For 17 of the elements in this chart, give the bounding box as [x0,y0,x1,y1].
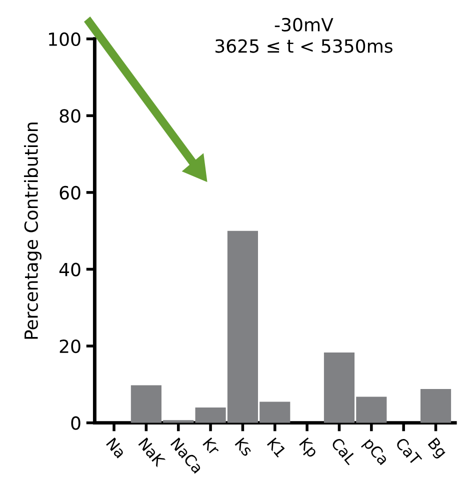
x-tick-label: K1 [266,437,286,458]
bar [420,389,452,423]
y-tick-label: 0 [71,416,80,430]
y-axis-title: Percentage Contribution [24,122,42,339]
x-tick-label: Ks [234,437,254,457]
y-tick-label: 40 [59,262,80,276]
x-tick-label: Na [106,437,126,458]
y-tick-label: 20 [60,339,80,354]
y-tick-label: 100 [49,32,80,46]
x-tick-label: Bg [425,437,448,460]
x-tick-label: CaT [395,436,422,466]
x-tick-label: Kp [296,437,319,460]
chart-title: -30mV [274,18,334,32]
y-tick-label: 60 [60,186,80,200]
y-tick-label: 80 [60,109,80,123]
chart-subtitle: 3625 ≤ t < 5350ms [216,39,392,53]
x-tick-label: Kr [202,437,221,456]
